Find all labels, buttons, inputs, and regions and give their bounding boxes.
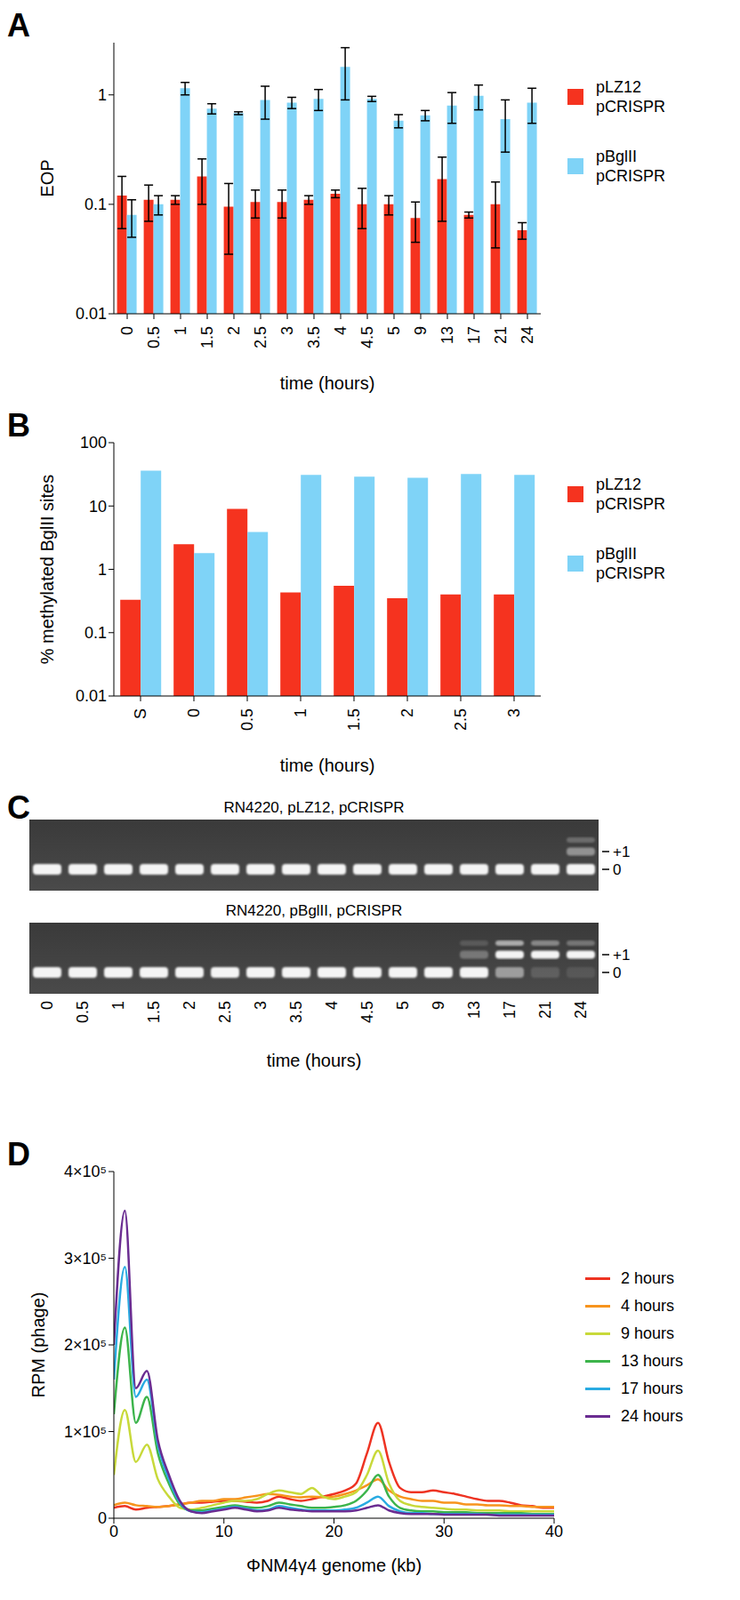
svg-text:1: 1 xyxy=(171,326,190,336)
svg-text:1×10⁵: 1×10⁵ xyxy=(64,1423,107,1442)
svg-text:0.01: 0.01 xyxy=(75,687,107,706)
html-text:pLZ12: pLZ12 xyxy=(595,78,642,97)
html-text:pCRISPR: pCRISPR xyxy=(595,97,666,116)
html-text:C: C xyxy=(7,789,31,827)
svg-text:1: 1 xyxy=(109,1001,128,1011)
svg-text:2.5: 2.5 xyxy=(451,708,470,732)
svg-text:1: 1 xyxy=(291,708,310,718)
svg-text:+1: +1 xyxy=(612,947,630,965)
svg-text:2: 2 xyxy=(225,326,243,336)
svg-text:3.5: 3.5 xyxy=(287,1001,306,1024)
svg-text:2: 2 xyxy=(180,1001,199,1011)
svg-text:13: 13 xyxy=(438,326,457,345)
svg-text:ΦNM4γ4 genome (kb): ΦNM4γ4 genome (kb) xyxy=(246,1556,422,1577)
html-text:pCRISPR: pCRISPR xyxy=(595,564,666,583)
svg-text:+1: +1 xyxy=(612,844,630,861)
svg-text:9: 9 xyxy=(429,1001,448,1011)
html-text:pLZ12: pLZ12 xyxy=(595,475,642,494)
svg-text:RN4220, pLZ12, pCRISPR: RN4220, pLZ12, pCRISPR xyxy=(223,799,404,817)
html-text:D: D xyxy=(7,1136,31,1174)
svg-text:2.5: 2.5 xyxy=(251,326,270,349)
html-text:13 hours: 13 hours xyxy=(620,1352,684,1371)
svg-text:1.5: 1.5 xyxy=(198,326,217,349)
svg-text:1: 1 xyxy=(97,561,107,580)
svg-text:17: 17 xyxy=(465,326,483,345)
svg-text:1: 1 xyxy=(97,86,107,105)
svg-text:RN4220, pBglII, pCRISPR: RN4220, pBglII, pCRISPR xyxy=(225,902,403,920)
svg-text:40: 40 xyxy=(545,1523,564,1542)
svg-text:0: 0 xyxy=(185,708,203,718)
html-text:17 hours: 17 hours xyxy=(620,1380,684,1399)
svg-text:0.5: 0.5 xyxy=(73,1001,92,1024)
svg-text:4: 4 xyxy=(322,1001,341,1011)
svg-text:3: 3 xyxy=(251,1001,270,1011)
svg-text:24: 24 xyxy=(518,326,537,345)
svg-text:4.5: 4.5 xyxy=(358,326,377,349)
svg-text:0: 0 xyxy=(118,326,137,336)
svg-text:0: 0 xyxy=(38,1001,57,1011)
html-text:pCRISPR: pCRISPR xyxy=(595,495,666,514)
svg-text:5: 5 xyxy=(394,1001,412,1011)
svg-text:0.01: 0.01 xyxy=(75,305,107,323)
svg-text:17: 17 xyxy=(500,1001,519,1020)
svg-text:S: S xyxy=(131,708,150,720)
svg-text:0.1: 0.1 xyxy=(84,624,107,643)
svg-text:RPM (phage): RPM (phage) xyxy=(28,1293,49,1400)
svg-text:3.5: 3.5 xyxy=(305,326,323,349)
svg-text:0: 0 xyxy=(612,965,621,982)
svg-text:0.5: 0.5 xyxy=(238,708,257,732)
html-text:2 hours: 2 hours xyxy=(620,1270,675,1288)
svg-text:5: 5 xyxy=(385,326,403,336)
svg-text:0.5: 0.5 xyxy=(144,326,163,349)
svg-text:3×10⁵: 3×10⁵ xyxy=(64,1250,107,1269)
html-text:B: B xyxy=(7,407,31,444)
svg-text:1.5: 1.5 xyxy=(144,1001,163,1024)
html-text:A: A xyxy=(7,7,31,44)
svg-text:1.5: 1.5 xyxy=(345,708,363,732)
svg-text:100: 100 xyxy=(80,434,107,452)
html-text:4 hours: 4 hours xyxy=(620,1297,675,1316)
svg-text:0: 0 xyxy=(109,1523,119,1542)
svg-text:4.5: 4.5 xyxy=(358,1001,377,1024)
html-text:pCRISPR: pCRISPR xyxy=(595,167,666,185)
html-text:pBglII: pBglII xyxy=(595,147,637,166)
svg-text:2: 2 xyxy=(398,708,417,718)
svg-text:% methylated BglII sites: % methylated BglII sites xyxy=(37,474,57,665)
svg-text:10: 10 xyxy=(88,498,107,516)
svg-text:time (hours): time (hours) xyxy=(280,756,376,776)
svg-text:13: 13 xyxy=(465,1001,483,1020)
svg-text:2×10⁵: 2×10⁵ xyxy=(64,1336,107,1355)
svg-text:EOP: EOP xyxy=(37,159,57,197)
svg-text:21: 21 xyxy=(536,1001,555,1020)
html-text:24 hours: 24 hours xyxy=(620,1407,684,1426)
svg-text:2.5: 2.5 xyxy=(216,1001,234,1024)
svg-text:0.1: 0.1 xyxy=(84,195,107,214)
svg-text:3: 3 xyxy=(278,326,297,336)
svg-text:0: 0 xyxy=(612,861,621,879)
svg-text:9: 9 xyxy=(411,326,430,336)
html-text:pBglII: pBglII xyxy=(595,545,637,564)
svg-text:30: 30 xyxy=(434,1523,453,1542)
svg-text:4×10⁵: 4×10⁵ xyxy=(64,1163,107,1182)
svg-text:21: 21 xyxy=(491,326,510,345)
html-text:9 hours: 9 hours xyxy=(620,1325,675,1344)
svg-text:time (hours): time (hours) xyxy=(280,373,376,394)
svg-text:4: 4 xyxy=(331,326,350,336)
svg-text:20: 20 xyxy=(324,1523,343,1542)
svg-text:3: 3 xyxy=(505,708,523,718)
svg-text:time (hours): time (hours) xyxy=(266,1051,362,1071)
svg-text:24: 24 xyxy=(571,1001,590,1020)
svg-text:0: 0 xyxy=(97,1510,107,1529)
svg-text:10: 10 xyxy=(215,1523,234,1542)
